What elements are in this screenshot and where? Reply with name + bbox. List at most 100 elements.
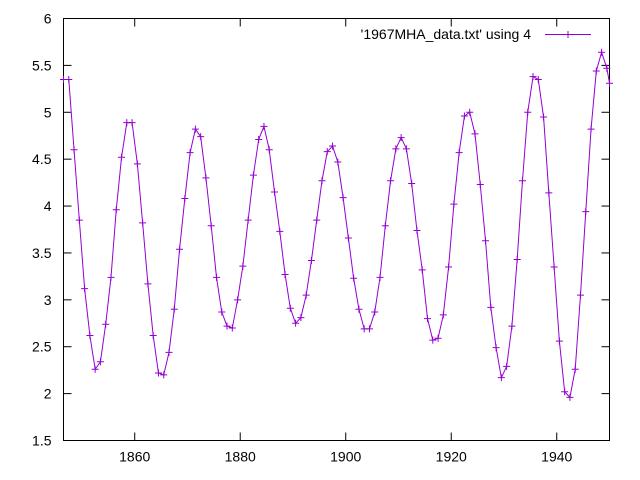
data-point-marker [239,262,247,270]
x-tick-label: 1880 [225,449,256,465]
y-tick-label: 5.5 [32,57,52,73]
data-point-marker [302,291,310,299]
data-point-marker [376,273,384,281]
data-point-marker [518,177,526,185]
data-point-marker [455,149,463,157]
data-point-marker [223,322,231,330]
series-group [60,48,613,401]
data-point-marker [387,177,395,185]
data-point-marker [561,388,569,396]
y-tick-label: 2.5 [32,339,52,355]
data-point-marker [555,337,563,345]
data-point-marker [112,206,120,214]
data-point-marker [424,315,431,323]
data-point-marker [91,365,99,373]
data-point-marker [545,189,553,197]
data-point-marker [450,200,458,208]
y-tick-label: 4.5 [32,151,52,167]
data-point-marker [344,234,352,242]
data-point-marker [534,75,542,83]
data-point-marker [392,145,400,153]
data-point-marker [191,125,199,133]
data-point-marker [497,374,505,382]
y-tick-label: 1.5 [32,433,52,449]
data-point-marker [154,369,162,377]
data-point-marker [524,108,532,116]
data-point-marker [487,303,495,311]
data-point-marker [128,119,136,127]
data-point-marker [70,146,78,154]
data-point-marker [318,177,326,185]
data-point-marker [460,112,468,120]
data-point-marker [439,311,447,319]
data-point-marker [102,320,110,328]
data-point-marker [476,180,484,188]
data-point-marker [281,271,289,279]
data-point-marker [160,371,168,379]
data-point-marker [186,149,194,157]
data-point-marker [355,305,363,313]
data-point-marker [576,291,584,299]
y-tick-label: 5 [44,104,52,120]
axis-tick-labels: 1.5 2 2.5 3 3.5 4 4.5 5 5.5 6 1860 1880 1900 1920 1940 [32,11,572,465]
data-point-marker [371,308,379,316]
y-tick-label: 3.5 [32,245,52,261]
data-point-marker [133,160,141,168]
data-point-marker [606,79,613,87]
data-point-marker [408,180,416,188]
data-point-marker [81,285,89,293]
data-point-marker [218,308,226,316]
data-point-marker [598,48,606,56]
data-point-marker [587,125,595,133]
data-point-marker [603,64,611,72]
data-point-marker [255,135,263,143]
data-point-marker [434,334,442,342]
data-point-marker [139,219,147,227]
data-point-marker [86,331,94,339]
legend-marker [564,31,572,38]
data-point-marker [418,266,426,274]
y-tick-label: 4 [44,198,52,214]
data-point-marker [513,256,521,264]
data-point-marker [571,365,579,373]
data-point-marker [149,331,157,339]
data-point-marker [582,208,590,216]
data-point-marker [402,145,410,153]
data-point-marker [75,216,83,224]
data-point-marker [144,280,152,288]
plot-border [63,18,610,441]
data-point-marker [503,362,511,370]
data-point-marker [492,344,500,352]
data-point-marker [566,393,574,401]
data-point-marker [365,325,373,333]
data-point-marker [176,245,184,253]
data-point-marker [107,273,115,281]
x-tick-label: 1940 [541,449,572,465]
x-tick-label: 1920 [436,449,467,465]
data-point-marker [170,305,178,313]
data-point-marker [212,273,220,281]
data-point-marker [286,304,294,312]
data-point-marker [592,67,600,75]
data-point-marker [329,142,337,150]
legend-marker-plus [564,31,572,38]
legend: '1967MHA_data.txt' using 4 [361,26,591,42]
data-point-marker [550,263,558,271]
data-point-marker [292,319,300,327]
data-point-marker [265,146,273,154]
data-point-marker [471,130,479,138]
data-point-marker [508,322,516,330]
data-point-marker [207,222,215,230]
data-point-marker [197,133,205,141]
data-point-marker [429,336,437,344]
data-point-marker [413,226,421,234]
data-point-marker [181,195,189,203]
data-point-marker [466,108,474,116]
data-point-marker [381,222,389,230]
x-tick-label: 1860 [119,449,150,465]
data-point-marker [96,358,104,366]
y-tick-label: 3 [44,292,52,308]
data-point-marker [260,122,268,130]
